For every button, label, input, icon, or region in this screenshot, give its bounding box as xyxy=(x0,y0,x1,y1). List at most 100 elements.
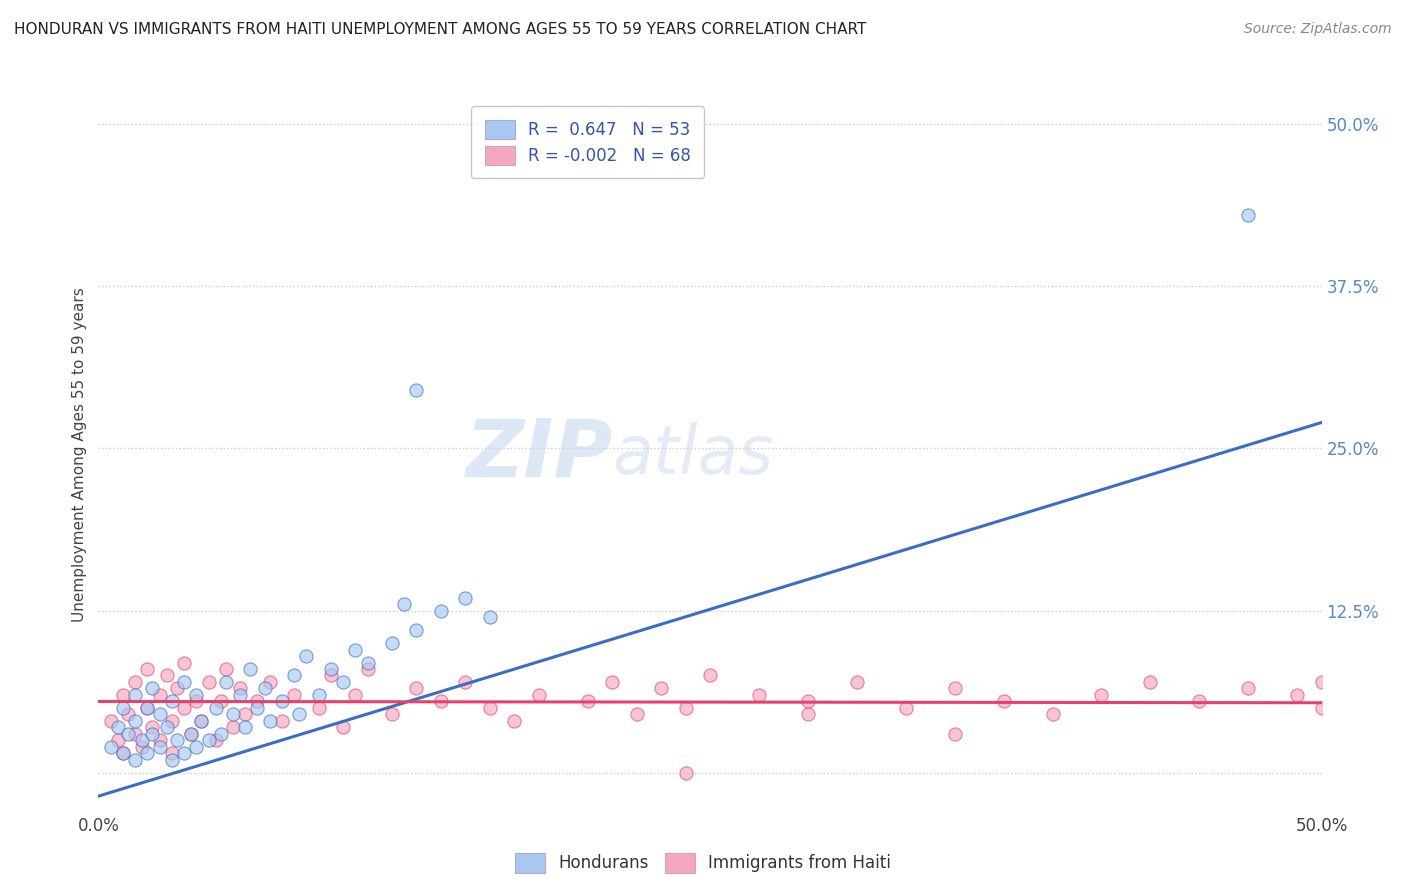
Point xyxy=(111,701,134,715)
Point xyxy=(748,688,770,702)
Point xyxy=(149,739,172,754)
Point xyxy=(1310,701,1333,715)
Point xyxy=(136,701,159,715)
Point xyxy=(173,675,195,690)
Y-axis label: Unemployment Among Ages 55 to 59 years: Unemployment Among Ages 55 to 59 years xyxy=(72,287,87,623)
Point xyxy=(124,675,146,690)
Point xyxy=(332,675,354,690)
Point xyxy=(173,656,195,670)
Point xyxy=(111,747,134,761)
Point xyxy=(344,688,367,702)
Point xyxy=(356,662,378,676)
Point xyxy=(283,668,305,682)
Point xyxy=(160,747,183,761)
Point xyxy=(173,701,195,715)
Text: ZIP: ZIP xyxy=(465,416,612,494)
Point xyxy=(166,733,188,747)
Point xyxy=(319,668,342,682)
Point xyxy=(205,733,228,747)
Point xyxy=(332,720,354,734)
Point xyxy=(1286,688,1309,702)
Point xyxy=(270,694,294,708)
Legend: R =  0.647   N = 53, R = -0.002   N = 68: R = 0.647 N = 53, R = -0.002 N = 68 xyxy=(471,106,704,178)
Point xyxy=(246,701,269,715)
Point xyxy=(943,727,966,741)
Point xyxy=(100,714,122,728)
Point xyxy=(253,681,276,696)
Point xyxy=(259,714,281,728)
Point xyxy=(1237,208,1260,222)
Point xyxy=(107,733,129,747)
Point xyxy=(993,694,1015,708)
Point xyxy=(405,681,427,696)
Point xyxy=(1310,675,1333,690)
Point xyxy=(156,668,179,682)
Point xyxy=(344,642,367,657)
Point xyxy=(1188,694,1211,708)
Point xyxy=(270,714,294,728)
Point xyxy=(186,739,208,754)
Point xyxy=(381,707,404,722)
Point xyxy=(1139,675,1161,690)
Point xyxy=(478,610,501,624)
Text: atlas: atlas xyxy=(612,422,773,488)
Point xyxy=(943,681,966,696)
Point xyxy=(626,707,648,722)
Point xyxy=(600,675,623,690)
Point xyxy=(288,707,311,722)
Point xyxy=(392,597,416,611)
Point xyxy=(156,720,179,734)
Point xyxy=(149,707,172,722)
Point xyxy=(576,694,599,708)
Point xyxy=(160,753,183,767)
Point xyxy=(124,727,146,741)
Text: Source: ZipAtlas.com: Source: ZipAtlas.com xyxy=(1244,22,1392,37)
Point xyxy=(111,747,134,761)
Point xyxy=(229,681,252,696)
Point xyxy=(186,694,208,708)
Point xyxy=(166,681,188,696)
Point xyxy=(246,694,269,708)
Point xyxy=(797,707,820,722)
Point xyxy=(430,694,453,708)
Point xyxy=(233,720,256,734)
Point xyxy=(136,747,159,761)
Point xyxy=(197,675,219,690)
Point xyxy=(503,714,526,728)
Point xyxy=(124,714,146,728)
Point xyxy=(675,765,697,780)
Point xyxy=(650,681,672,696)
Point xyxy=(1237,681,1260,696)
Point xyxy=(180,727,202,741)
Point xyxy=(527,688,550,702)
Point xyxy=(141,681,163,696)
Point xyxy=(454,591,477,605)
Point xyxy=(190,714,212,728)
Point xyxy=(283,688,305,702)
Point xyxy=(124,753,146,767)
Point xyxy=(209,694,232,708)
Point xyxy=(239,662,262,676)
Point xyxy=(308,688,330,702)
Point xyxy=(124,688,146,702)
Point xyxy=(222,720,245,734)
Point xyxy=(478,701,501,715)
Point xyxy=(233,707,256,722)
Point xyxy=(1090,688,1112,702)
Legend: Hondurans, Immigrants from Haiti: Hondurans, Immigrants from Haiti xyxy=(508,847,898,880)
Point xyxy=(111,688,134,702)
Point xyxy=(699,668,721,682)
Point xyxy=(381,636,404,650)
Point xyxy=(190,714,212,728)
Point xyxy=(405,383,427,397)
Point xyxy=(675,701,697,715)
Point xyxy=(100,739,122,754)
Point xyxy=(205,701,228,715)
Point xyxy=(209,727,232,741)
Point xyxy=(845,675,868,690)
Point xyxy=(186,688,208,702)
Point xyxy=(107,720,129,734)
Point xyxy=(356,656,378,670)
Text: HONDURAN VS IMMIGRANTS FROM HAITI UNEMPLOYMENT AMONG AGES 55 TO 59 YEARS CORRELA: HONDURAN VS IMMIGRANTS FROM HAITI UNEMPL… xyxy=(14,22,866,37)
Point xyxy=(295,648,318,663)
